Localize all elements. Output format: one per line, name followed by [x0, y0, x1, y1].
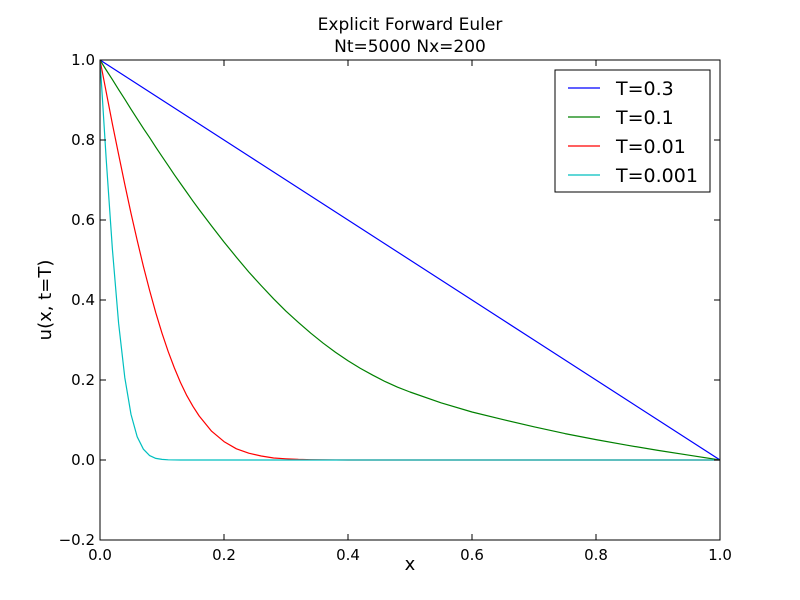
plot-area [100, 60, 720, 461]
y-axis-label: u(x, t=T) [35, 260, 56, 341]
x-tick-label: 0.4 [336, 546, 360, 564]
legend-label-0: T=0.3 [615, 78, 674, 100]
y-tick-label: 0.2 [71, 371, 95, 389]
y-tick-label: 1.0 [71, 51, 95, 69]
y-tick-label: 0.4 [71, 291, 95, 309]
y-axis-ticks: −0.2 0.0 0.2 0.4 0.6 0.8 1.0 [59, 51, 720, 549]
series-layer [100, 60, 720, 461]
series-line-1 [100, 60, 720, 461]
chart-subtitle: Nt=5000 Nx=200 [334, 37, 486, 57]
series-line-0 [100, 60, 720, 461]
x-tick-label: 0.0 [88, 546, 112, 564]
legend-frame [554, 69, 711, 193]
legend-label-2: T=0.01 [615, 136, 686, 158]
chart-title: Explicit Forward Euler [318, 15, 503, 35]
x-tick-label: 0.6 [460, 546, 484, 564]
series-line-3 [100, 60, 720, 461]
x-axis-label: x [405, 554, 416, 575]
y-tick-label: 0.8 [71, 131, 95, 149]
legend-label-1: T=0.1 [615, 107, 674, 129]
x-axis-ticks: 0.0 0.2 0.4 0.6 0.8 1.0 [88, 60, 732, 564]
x-tick-label: 0.2 [212, 546, 236, 564]
legend-label-3: T=0.001 [615, 165, 698, 187]
y-tick-label: 0.0 [71, 451, 95, 469]
y-tick-label: −0.2 [59, 531, 95, 549]
legend: T=0.3 T=0.1 T=0.01 T=0.001 [554, 69, 711, 193]
legend-entries: T=0.3 T=0.1 T=0.01 T=0.001 [568, 78, 698, 187]
y-tick-label: 0.6 [71, 211, 95, 229]
x-tick-label: 0.8 [584, 546, 608, 564]
x-tick-label: 1.0 [708, 546, 732, 564]
